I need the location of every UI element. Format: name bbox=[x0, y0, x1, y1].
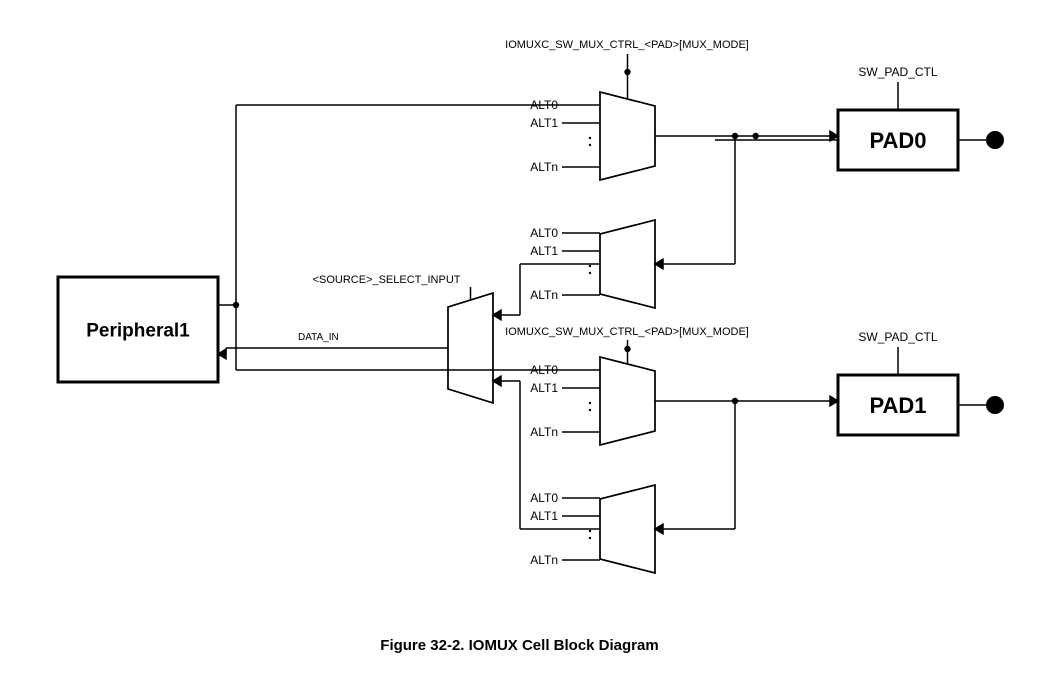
mux-in1-alt0: ALT0 bbox=[530, 491, 558, 505]
mux-in1-altn: ALTn bbox=[530, 553, 558, 567]
pad1-label: PAD1 bbox=[869, 393, 926, 418]
figure-caption: Figure 32-2. IOMUX Cell Block Diagram bbox=[380, 637, 658, 654]
peripheral-label: Peripheral1 bbox=[86, 321, 190, 342]
junction-dot bbox=[624, 69, 630, 75]
select-input-label: <SOURCE>_SELECT_INPUT bbox=[313, 274, 461, 286]
pad0-pin bbox=[986, 131, 1004, 149]
mux-in0-altn: ALTn bbox=[530, 288, 558, 302]
junction-dot bbox=[624, 346, 630, 352]
mux-mode-label-1: IOMUXC_SW_MUX_CTRL_<PAD>[MUX_MODE] bbox=[505, 326, 749, 338]
mux-out1-alt1: ALT1 bbox=[530, 381, 558, 395]
mux-in0-alt1: ALT1 bbox=[530, 244, 558, 258]
mux-in0-alt0: ALT0 bbox=[530, 226, 558, 240]
mux-out1-altn: ALTn bbox=[530, 425, 558, 439]
mux-out0-alt1: ALT1 bbox=[530, 116, 558, 130]
mux-mode-label-0: IOMUXC_SW_MUX_CTRL_<PAD>[MUX_MODE] bbox=[505, 39, 749, 51]
data-in-label: DATA_IN bbox=[298, 332, 339, 343]
mux-in1-alt1: ALT1 bbox=[530, 509, 558, 523]
pad1-pin bbox=[986, 396, 1004, 414]
pad0-label: PAD0 bbox=[869, 128, 926, 153]
mux-out0-altn: ALTn bbox=[530, 160, 558, 174]
pad1-swpadctl: SW_PAD_CTL bbox=[858, 330, 937, 344]
junction-dot bbox=[752, 133, 758, 139]
pad0-swpadctl: SW_PAD_CTL bbox=[858, 65, 937, 79]
